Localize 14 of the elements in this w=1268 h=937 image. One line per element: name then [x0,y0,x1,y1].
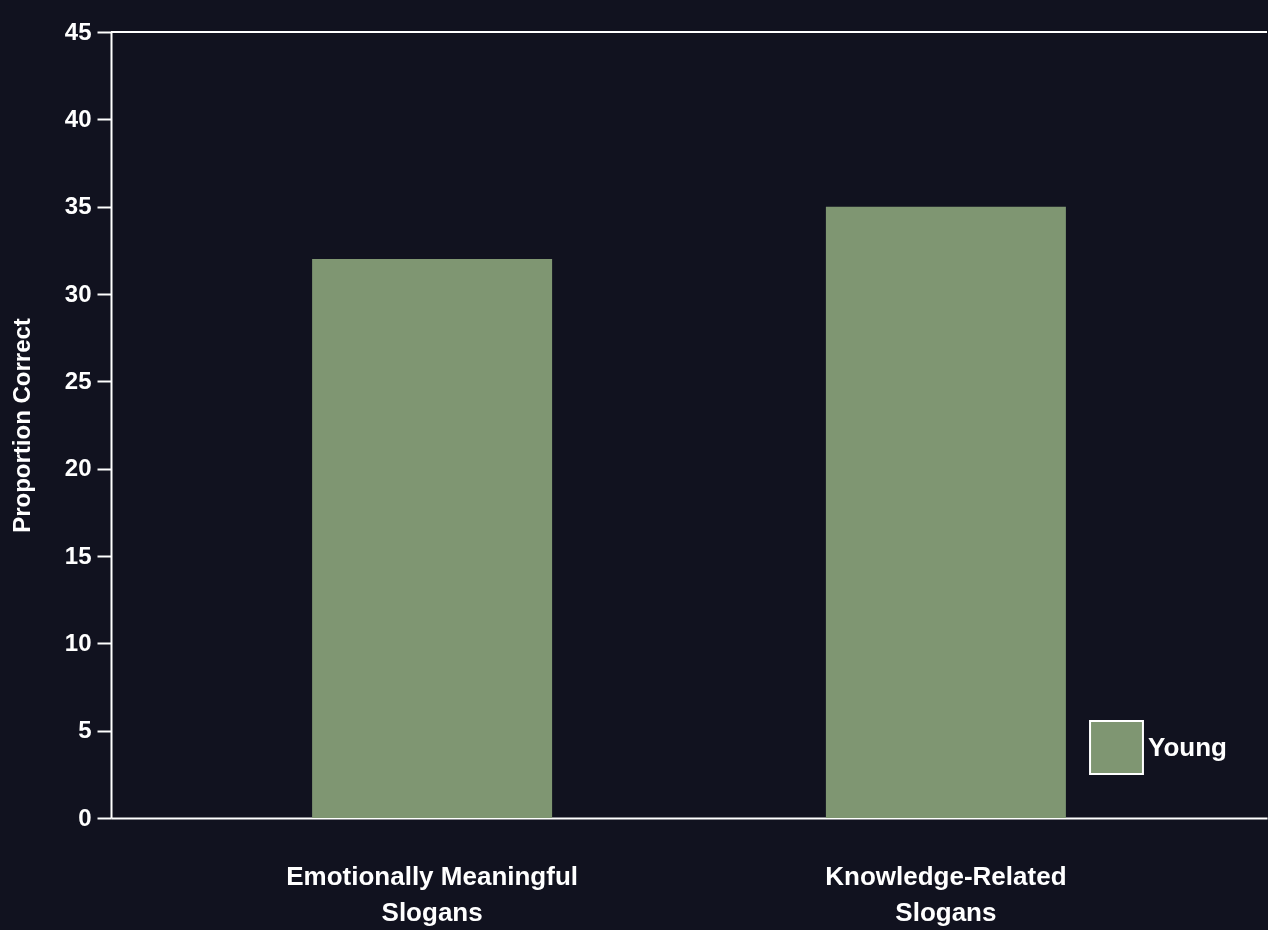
y-tick-label: 5 [78,716,92,744]
x-tick-label: Emotionally Meaningful Slogans [286,860,579,927]
y-tick-label: 40 [64,104,92,132]
y-tick-label: 15 [64,541,92,569]
legend-label: Young [1148,731,1227,762]
y-axis-title: Proportion Correct [7,318,35,533]
y-tick-label: 35 [64,192,92,220]
y-tick-label: 25 [64,366,92,394]
y-tick-label: 30 [64,279,92,307]
y-tick-label: 45 [64,17,92,45]
y-tick-label: 20 [64,454,92,482]
y-tick-label: 0 [78,803,92,831]
x-tick-label: Knowledge-Related Slogans [825,860,1067,927]
y-tick-label: 10 [64,628,92,656]
